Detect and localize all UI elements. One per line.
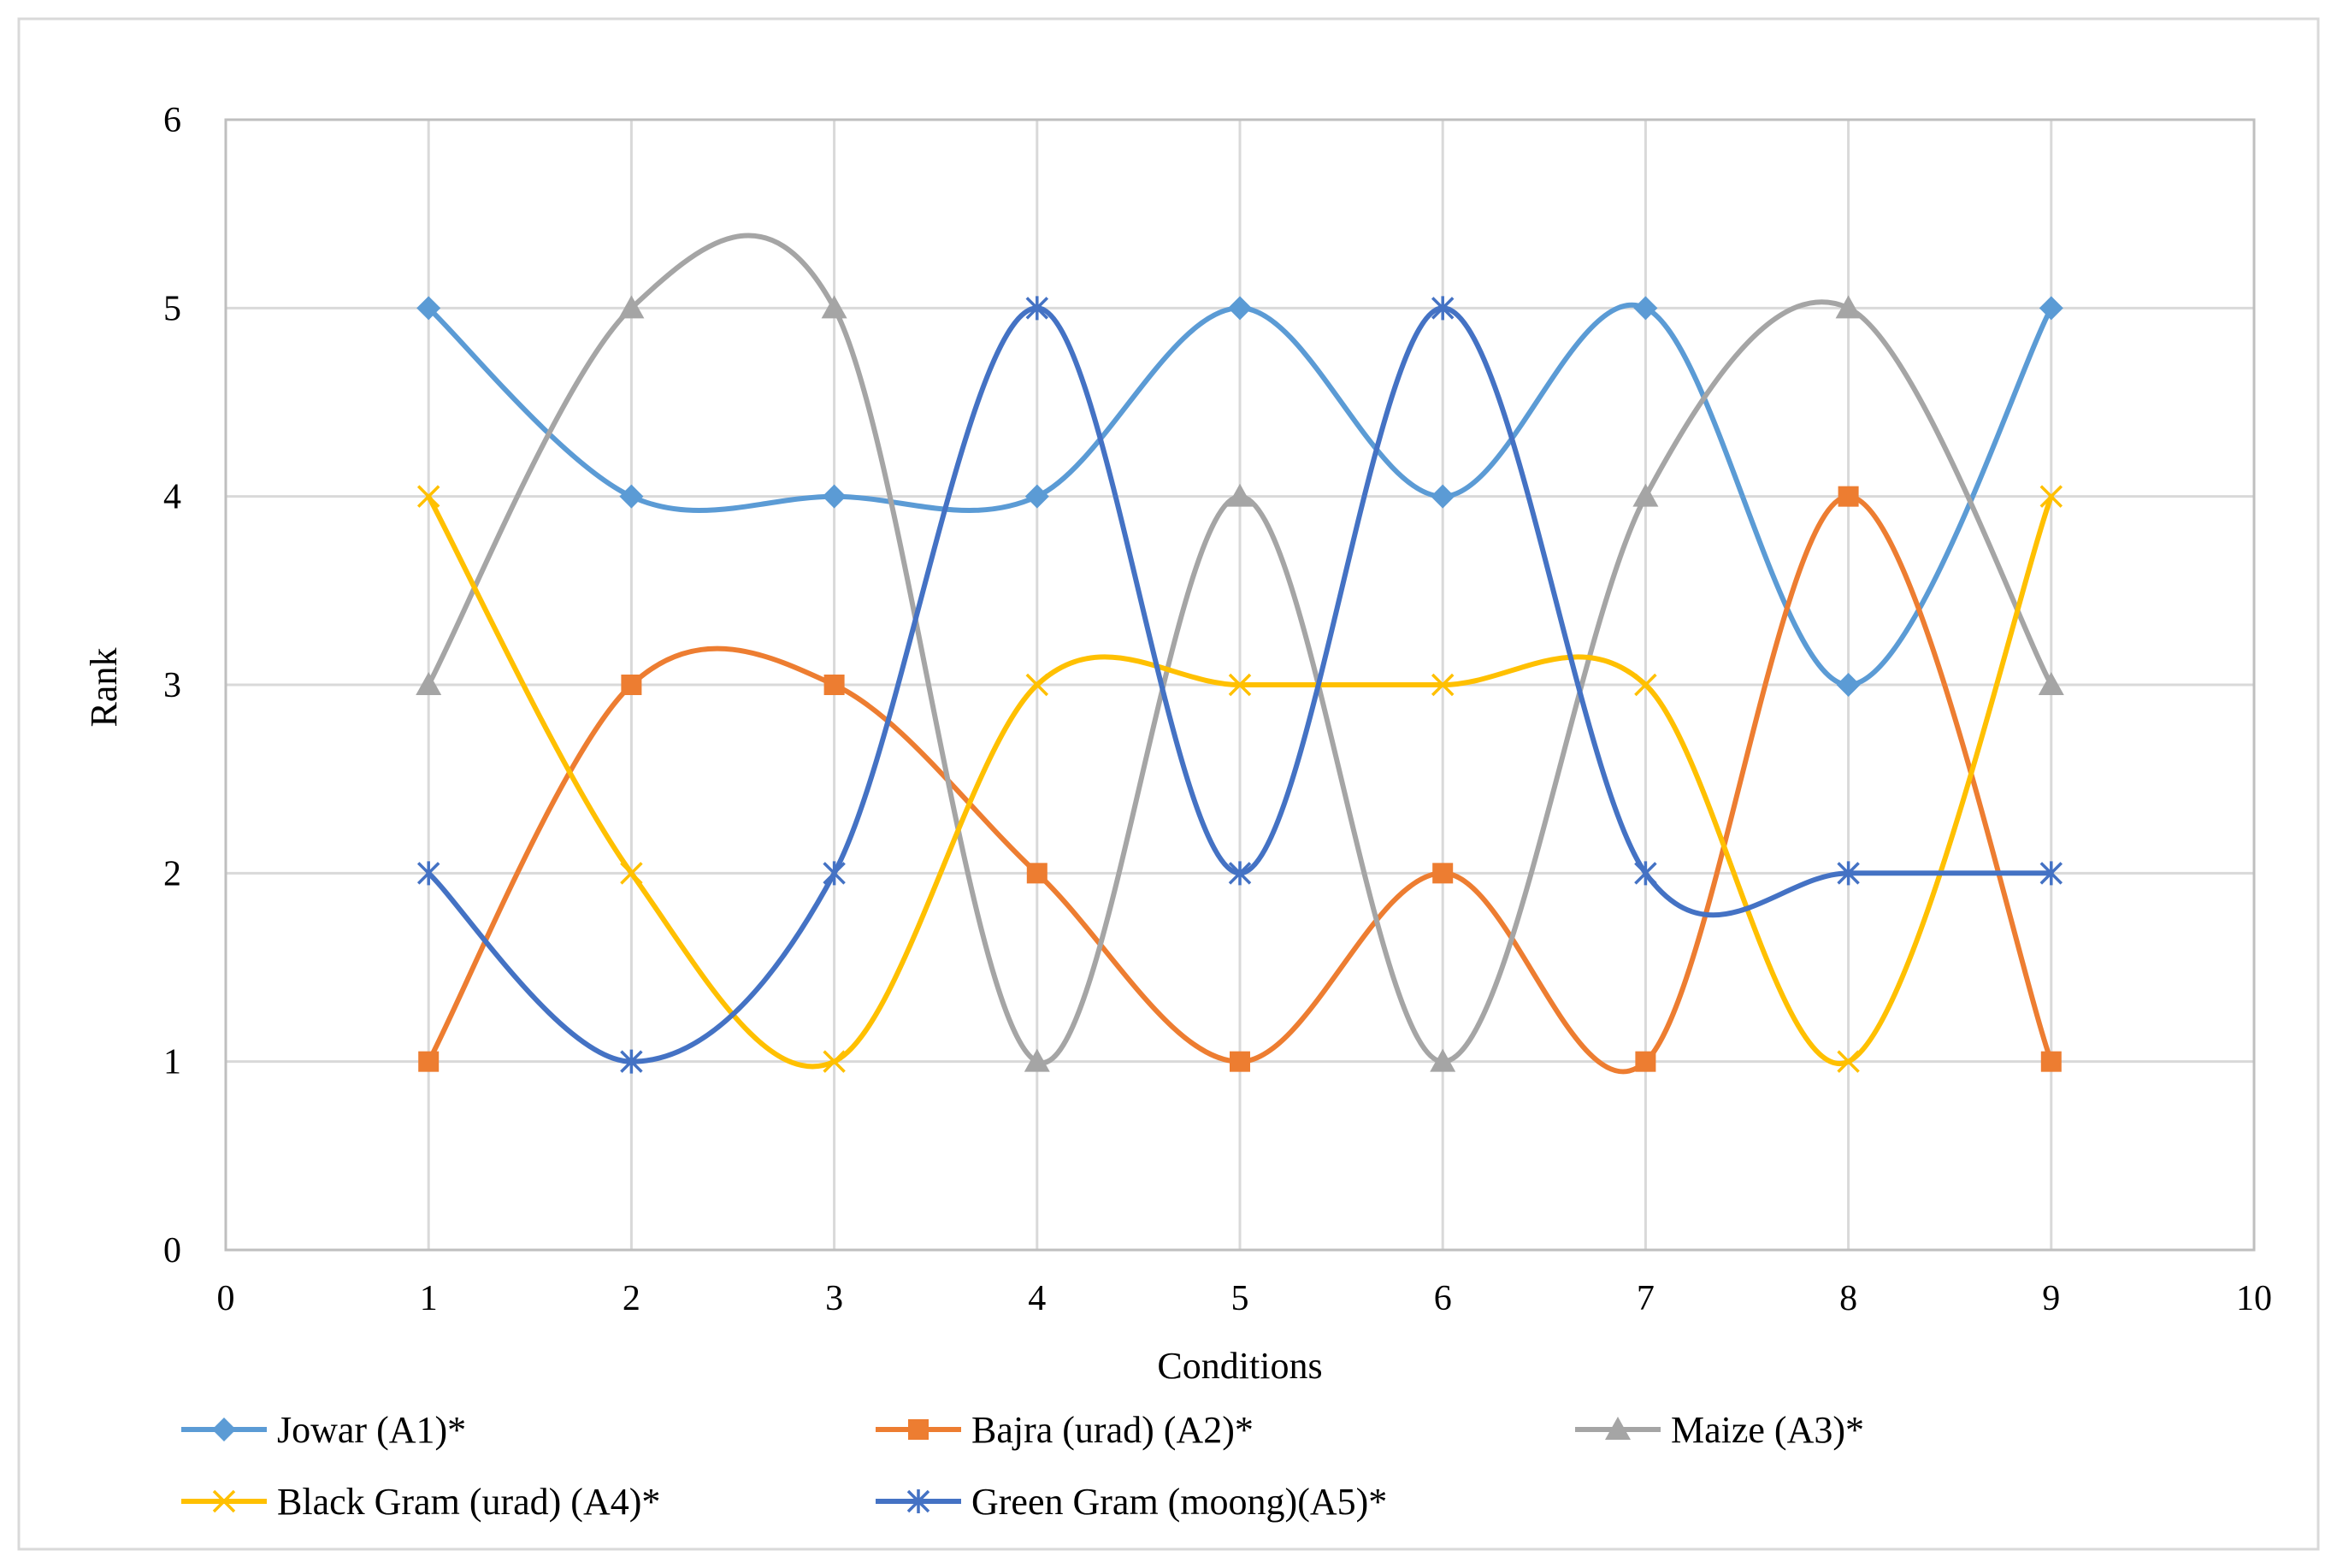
data-point-s2-x6: [1432, 863, 1454, 884]
x-tick-label-9: 9: [2042, 1279, 2060, 1318]
data-point-s5-x3: [823, 861, 846, 886]
data-point-s5-x5: [1228, 861, 1252, 886]
data-point-s2-x5: [1230, 1051, 1250, 1072]
y-axis-title: Rank: [83, 648, 125, 728]
data-point-s1-x4: [1024, 484, 1049, 509]
data-point-s5-x2: [620, 1049, 643, 1074]
data-point-s3-x2: [618, 295, 645, 319]
data-point-s4-x1: [416, 485, 440, 508]
legend-marker-1: [212, 1418, 236, 1441]
legend-label-3: Maize (A3)*: [1671, 1409, 1864, 1451]
data-point-s3-x4: [1024, 1048, 1050, 1072]
x-tick-label-1: 1: [420, 1279, 438, 1318]
x-tick-label-6: 6: [1434, 1279, 1452, 1318]
x-tick-label-10: 10: [2236, 1279, 2272, 1318]
data-point-s2-x7: [1635, 1051, 1656, 1072]
data-point-s1-x3: [822, 484, 847, 509]
data-point-s4-x5: [1228, 673, 1252, 697]
series-line-5: [426, 305, 2054, 1064]
data-point-s3-x3: [821, 295, 847, 319]
data-point-s1-x9: [2039, 296, 2063, 321]
data-point-s4-x6: [1431, 673, 1455, 697]
y-tick-label-4: 4: [163, 478, 181, 517]
data-point-s1-x5: [1228, 296, 1252, 321]
data-point-s1-x7: [1633, 296, 1658, 321]
legend-label-2: Bajra (urad) (A2)*: [971, 1409, 1254, 1451]
legend-item-3: Maize (A3)*: [1575, 1409, 1864, 1451]
series-line-1: [426, 302, 2054, 687]
x-tick-label-7: 7: [1637, 1279, 1655, 1318]
legend-label-5: Green Gram (moong)(A5)*: [971, 1481, 1387, 1523]
axes: 0 1 2 3 4 5 6 0 1 2 3 4 5 6 7 8 9 10: [163, 101, 2272, 1318]
legend-marker-2: [908, 1419, 929, 1440]
y-tick-label-5: 5: [163, 289, 181, 328]
legend-marker-4: [212, 1489, 236, 1513]
data-point-s5-x1: [416, 861, 440, 886]
legend-item-5: Green Gram (moong)(A5)*: [876, 1481, 1387, 1523]
data-point-s1-x2: [619, 484, 644, 509]
x-tick-label-8: 8: [1839, 1279, 1857, 1318]
y-tick-label-6: 6: [163, 101, 181, 140]
data-point-s3-x6: [1430, 1048, 1456, 1072]
data-point-s4-x7: [1634, 673, 1657, 697]
data-point-s4-x3: [823, 1050, 846, 1073]
data-point-s2-x9: [2040, 1051, 2062, 1072]
data-point-s2-x4: [1026, 863, 1048, 884]
legend-label-4: Black Gram (urad) (A4)*: [277, 1481, 660, 1523]
data-point-s1-x8: [1836, 673, 1861, 697]
y-tick-label-3: 3: [163, 666, 181, 705]
data-point-s2-x3: [823, 675, 845, 695]
data-point-s1-x6: [1431, 484, 1455, 509]
data-point-s5-x7: [1634, 861, 1657, 886]
data-point-s3-x9: [2038, 672, 2064, 695]
data-point-s4-x4: [1025, 673, 1049, 697]
data-point-s5-x6: [1431, 296, 1455, 321]
y-tick-label-0: 0: [163, 1231, 181, 1270]
data-point-s5-x9: [2039, 861, 2063, 886]
series-markers: [416, 295, 2064, 1074]
plot-area-border: [224, 118, 2256, 1252]
data-point-s2-x2: [621, 675, 642, 695]
chart-border: [17, 17, 2320, 1551]
data-point-s5-x8: [1837, 861, 1860, 886]
data-point-s3-x1: [416, 672, 442, 695]
data-point-s4-x9: [2039, 485, 2063, 508]
legend-item-1: Jowar (A1)*: [181, 1409, 466, 1451]
data-point-s3-x5: [1227, 483, 1253, 507]
legend-item-4: Black Gram (urad) (A4)*: [181, 1481, 660, 1523]
y-tick-label-1: 1: [163, 1043, 181, 1082]
data-point-s3-x8: [1835, 295, 1862, 319]
legend-label-1: Jowar (A1)*: [277, 1409, 466, 1451]
x-tick-label-4: 4: [1028, 1279, 1046, 1318]
data-point-s1-x1: [416, 296, 441, 321]
x-axis-title: Conditions: [1157, 1345, 1322, 1387]
data-point-s4-x8: [1837, 1050, 1860, 1073]
legend: Jowar (A1)* Bajra (urad) (A2)* Maize (A3)*…: [181, 1409, 1864, 1523]
legend-marker-5: [906, 1489, 930, 1513]
x-tick-label-2: 2: [623, 1279, 640, 1318]
y-tick-label-2: 2: [163, 854, 181, 893]
legend-marker-3: [1605, 1417, 1631, 1440]
legend-item-2: Bajra (urad) (A2)*: [876, 1409, 1254, 1451]
data-point-s2-x8: [1838, 486, 1859, 507]
x-tick-label-3: 3: [825, 1279, 843, 1318]
x-tick-label-0: 0: [217, 1279, 235, 1318]
x-tick-label-5: 5: [1231, 1279, 1249, 1318]
data-point-s3-x7: [1632, 483, 1659, 507]
data-point-s5-x4: [1025, 296, 1049, 321]
data-point-s4-x2: [620, 862, 643, 885]
data-point-s2-x1: [418, 1051, 440, 1072]
